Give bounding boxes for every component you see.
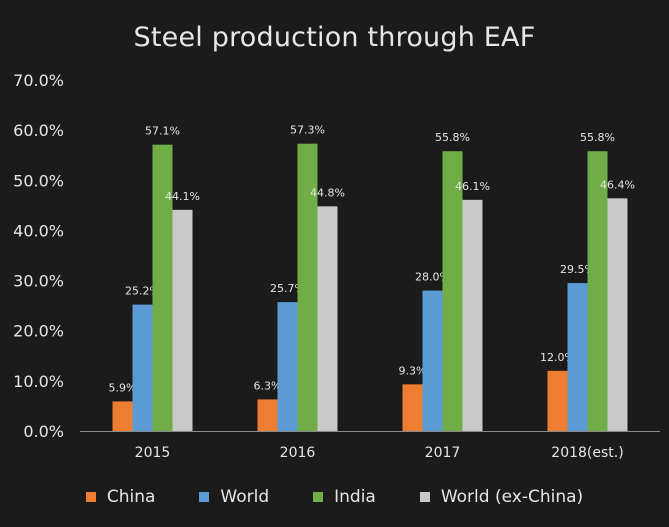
bar-china-2016 <box>257 399 278 431</box>
data-label: 55.8% <box>435 131 470 144</box>
legend-label: India <box>334 487 376 507</box>
bar-world-2018-est <box>567 283 588 431</box>
y-tick-label: 40.0% <box>13 221 64 240</box>
x-tick-label: 2015 <box>135 445 171 461</box>
data-label: 57.3% <box>290 124 325 137</box>
legend-swatch <box>419 492 430 502</box>
data-label: 29.5% <box>560 263 595 276</box>
data-label: 55.8% <box>580 131 615 144</box>
legend-item: China <box>85 487 156 507</box>
data-label: 46.1% <box>455 180 490 193</box>
x-tick-label: 2016 <box>280 445 316 461</box>
bar-world-ex-china-2018-est <box>607 198 628 431</box>
y-tick-label: 70.0% <box>13 71 64 90</box>
data-label: 25.7% <box>270 282 305 295</box>
data-label: 25.2% <box>125 285 160 298</box>
data-label: 12.0% <box>540 351 575 364</box>
y-tick-label: 30.0% <box>13 272 64 291</box>
legend-label: World <box>220 487 270 507</box>
bar-china-2017 <box>402 384 423 431</box>
x-tick-label: 2017 <box>425 445 461 461</box>
bar-india-2016 <box>297 143 318 431</box>
legend: China World India World (ex-China) <box>0 487 669 507</box>
bar-world-2015 <box>132 304 153 431</box>
data-label: 6.3% <box>254 379 282 392</box>
bar-world-2017 <box>422 290 443 431</box>
legend-item: World <box>199 487 269 507</box>
data-label: 28.0% <box>415 271 450 284</box>
data-label: 5.9% <box>109 381 137 394</box>
y-tick-label: 20.0% <box>13 322 64 341</box>
legend-swatch <box>85 492 96 502</box>
bar-india-2018-est <box>587 151 608 431</box>
y-tick-label: 50.0% <box>13 171 64 190</box>
legend-item: India <box>313 487 376 507</box>
y-tick-label: 10.0% <box>13 372 64 391</box>
data-label: 44.1% <box>165 190 200 203</box>
bar-world-ex-china-2017 <box>462 199 483 431</box>
x-tick-label: 2018(est.) <box>551 445 623 461</box>
data-label: 9.3% <box>399 364 427 377</box>
bar-india-2017 <box>442 151 463 431</box>
y-tick-label: 60.0% <box>13 121 64 140</box>
bar-china-2018-est <box>547 370 568 431</box>
chart-title: Steel production through EAF <box>133 22 536 53</box>
legend-swatch <box>199 492 210 502</box>
legend-item: World (ex-China) <box>419 487 584 507</box>
bar-world-ex-china-2016 <box>317 206 338 431</box>
y-tick-label: 0.0% <box>23 422 64 441</box>
legend-label: China <box>106 487 156 507</box>
legend-swatch <box>313 492 324 502</box>
legend-label: World (ex-China) <box>440 487 584 507</box>
data-label: 46.4% <box>600 178 635 191</box>
bar-world-ex-china-2015 <box>172 209 193 431</box>
bar-india-2015 <box>152 144 173 432</box>
data-label: 57.1% <box>145 125 180 138</box>
bar-world-2016 <box>277 302 298 431</box>
bar-china-2015 <box>112 401 133 431</box>
data-label: 44.8% <box>310 186 345 199</box>
